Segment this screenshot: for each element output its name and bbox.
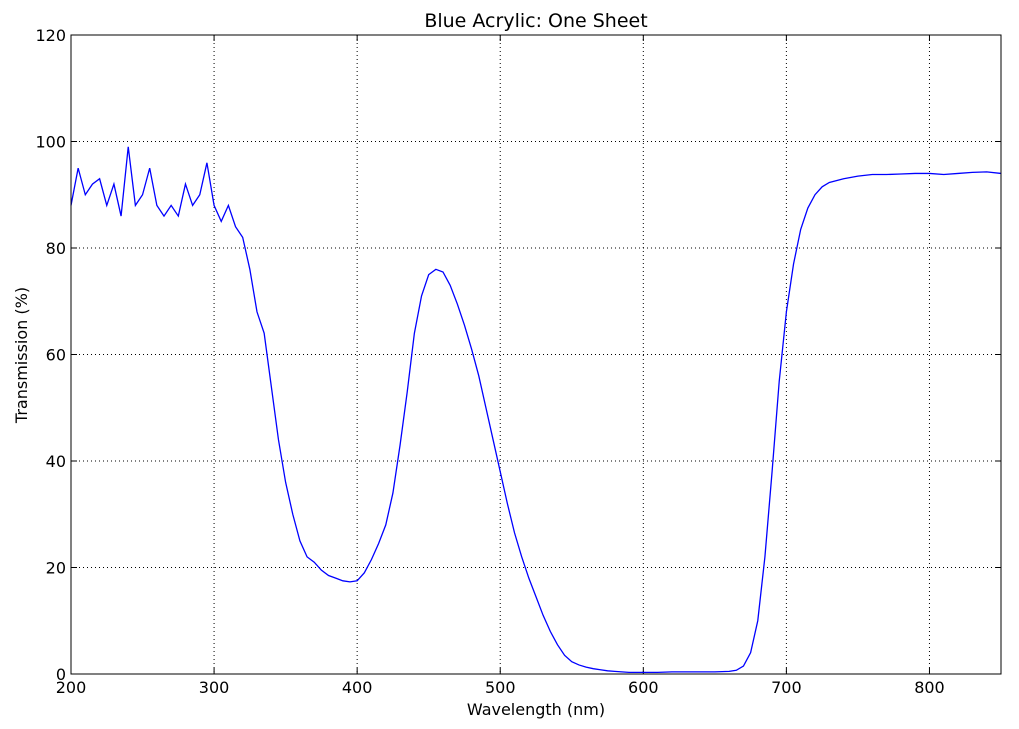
y-tick-label: 120 [35,26,66,45]
x-tick-label: 300 [199,678,230,697]
x-tick-label: 800 [914,678,945,697]
x-tick-label: 600 [628,678,659,697]
y-tick-label: 100 [35,133,66,152]
y-tick-label: 80 [46,239,66,258]
y-tick-label: 20 [46,559,66,578]
x-tick-label: 500 [485,678,516,697]
y-axis-label: Transmission (%) [12,287,31,424]
y-tick-label: 0 [56,665,66,684]
x-tick-label: 200 [56,678,87,697]
x-tick-label: 400 [342,678,373,697]
plot-frame [70,34,1002,675]
y-tick-label: 60 [46,346,66,365]
data-line [70,146,1002,674]
chart-title: Blue Acrylic: One Sheet [424,10,647,32]
y-tick-label: 40 [46,452,66,471]
x-tick-label: 700 [771,678,802,697]
x-axis-label: Wavelength (nm) [467,700,605,719]
